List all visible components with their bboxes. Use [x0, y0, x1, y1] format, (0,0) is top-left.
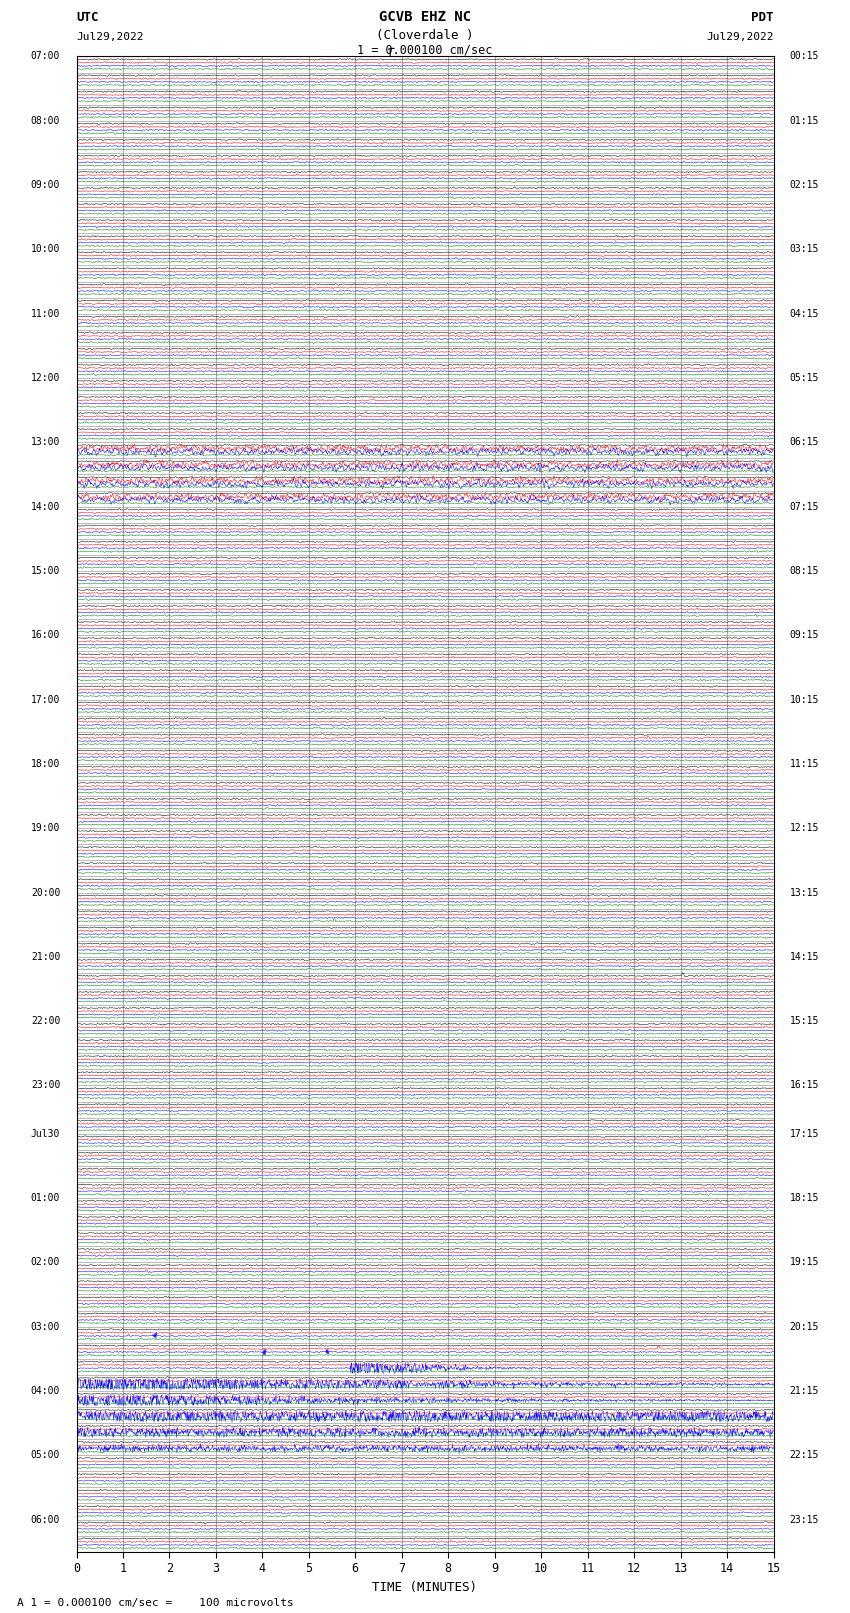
Text: 06:15: 06:15 — [790, 437, 819, 447]
Text: 05:00: 05:00 — [31, 1450, 60, 1460]
Text: 00:15: 00:15 — [790, 52, 819, 61]
Text: 14:00: 14:00 — [31, 502, 60, 511]
Text: Jul29,2022: Jul29,2022 — [706, 32, 774, 42]
Text: 17:00: 17:00 — [31, 695, 60, 705]
Text: 16:00: 16:00 — [31, 631, 60, 640]
X-axis label: TIME (MINUTES): TIME (MINUTES) — [372, 1581, 478, 1594]
Text: 15:00: 15:00 — [31, 566, 60, 576]
Text: 13:00: 13:00 — [31, 437, 60, 447]
Text: 13:15: 13:15 — [790, 887, 819, 897]
Text: Jul30: Jul30 — [31, 1129, 60, 1139]
Text: 07:00: 07:00 — [31, 52, 60, 61]
Text: 18:00: 18:00 — [31, 758, 60, 769]
Text: 03:15: 03:15 — [790, 245, 819, 255]
Text: 04:00: 04:00 — [31, 1386, 60, 1395]
Text: 17:15: 17:15 — [790, 1129, 819, 1139]
Text: 08:00: 08:00 — [31, 116, 60, 126]
Text: 03:00: 03:00 — [31, 1321, 60, 1332]
Text: 20:15: 20:15 — [790, 1321, 819, 1332]
Text: Jul29,2022: Jul29,2022 — [76, 32, 144, 42]
Text: 16:15: 16:15 — [790, 1081, 819, 1090]
Text: 06:00: 06:00 — [31, 1515, 60, 1524]
Text: 02:00: 02:00 — [31, 1257, 60, 1268]
Text: 10:00: 10:00 — [31, 245, 60, 255]
Text: 18:15: 18:15 — [790, 1194, 819, 1203]
Text: PDT: PDT — [751, 11, 774, 24]
Text: 09:15: 09:15 — [790, 631, 819, 640]
Text: (Cloverdale ): (Cloverdale ) — [377, 29, 473, 42]
Text: 09:00: 09:00 — [31, 181, 60, 190]
Text: 04:15: 04:15 — [790, 308, 819, 319]
Text: 08:15: 08:15 — [790, 566, 819, 576]
Text: 12:15: 12:15 — [790, 823, 819, 834]
Text: 1 = 0.000100 cm/sec: 1 = 0.000100 cm/sec — [357, 44, 493, 56]
Text: 01:15: 01:15 — [790, 116, 819, 126]
Text: 11:15: 11:15 — [790, 758, 819, 769]
Text: 11:00: 11:00 — [31, 308, 60, 319]
Text: UTC: UTC — [76, 11, 99, 24]
Text: ┌: ┌ — [385, 42, 394, 56]
Text: 22:15: 22:15 — [790, 1450, 819, 1460]
Text: 22:00: 22:00 — [31, 1016, 60, 1026]
Text: 19:00: 19:00 — [31, 823, 60, 834]
Text: 14:15: 14:15 — [790, 952, 819, 961]
Text: 02:15: 02:15 — [790, 181, 819, 190]
Text: 21:15: 21:15 — [790, 1386, 819, 1395]
Text: 10:15: 10:15 — [790, 695, 819, 705]
Text: 01:00: 01:00 — [31, 1194, 60, 1203]
Text: 23:00: 23:00 — [31, 1081, 60, 1090]
Text: 19:15: 19:15 — [790, 1257, 819, 1268]
Text: 05:15: 05:15 — [790, 373, 819, 382]
Text: A 1 = 0.000100 cm/sec =    100 microvolts: A 1 = 0.000100 cm/sec = 100 microvolts — [17, 1598, 294, 1608]
Text: GCVB EHZ NC: GCVB EHZ NC — [379, 10, 471, 24]
Text: 21:00: 21:00 — [31, 952, 60, 961]
Text: 23:15: 23:15 — [790, 1515, 819, 1524]
Text: 12:00: 12:00 — [31, 373, 60, 382]
Text: 15:15: 15:15 — [790, 1016, 819, 1026]
Text: 07:15: 07:15 — [790, 502, 819, 511]
Text: 20:00: 20:00 — [31, 887, 60, 897]
